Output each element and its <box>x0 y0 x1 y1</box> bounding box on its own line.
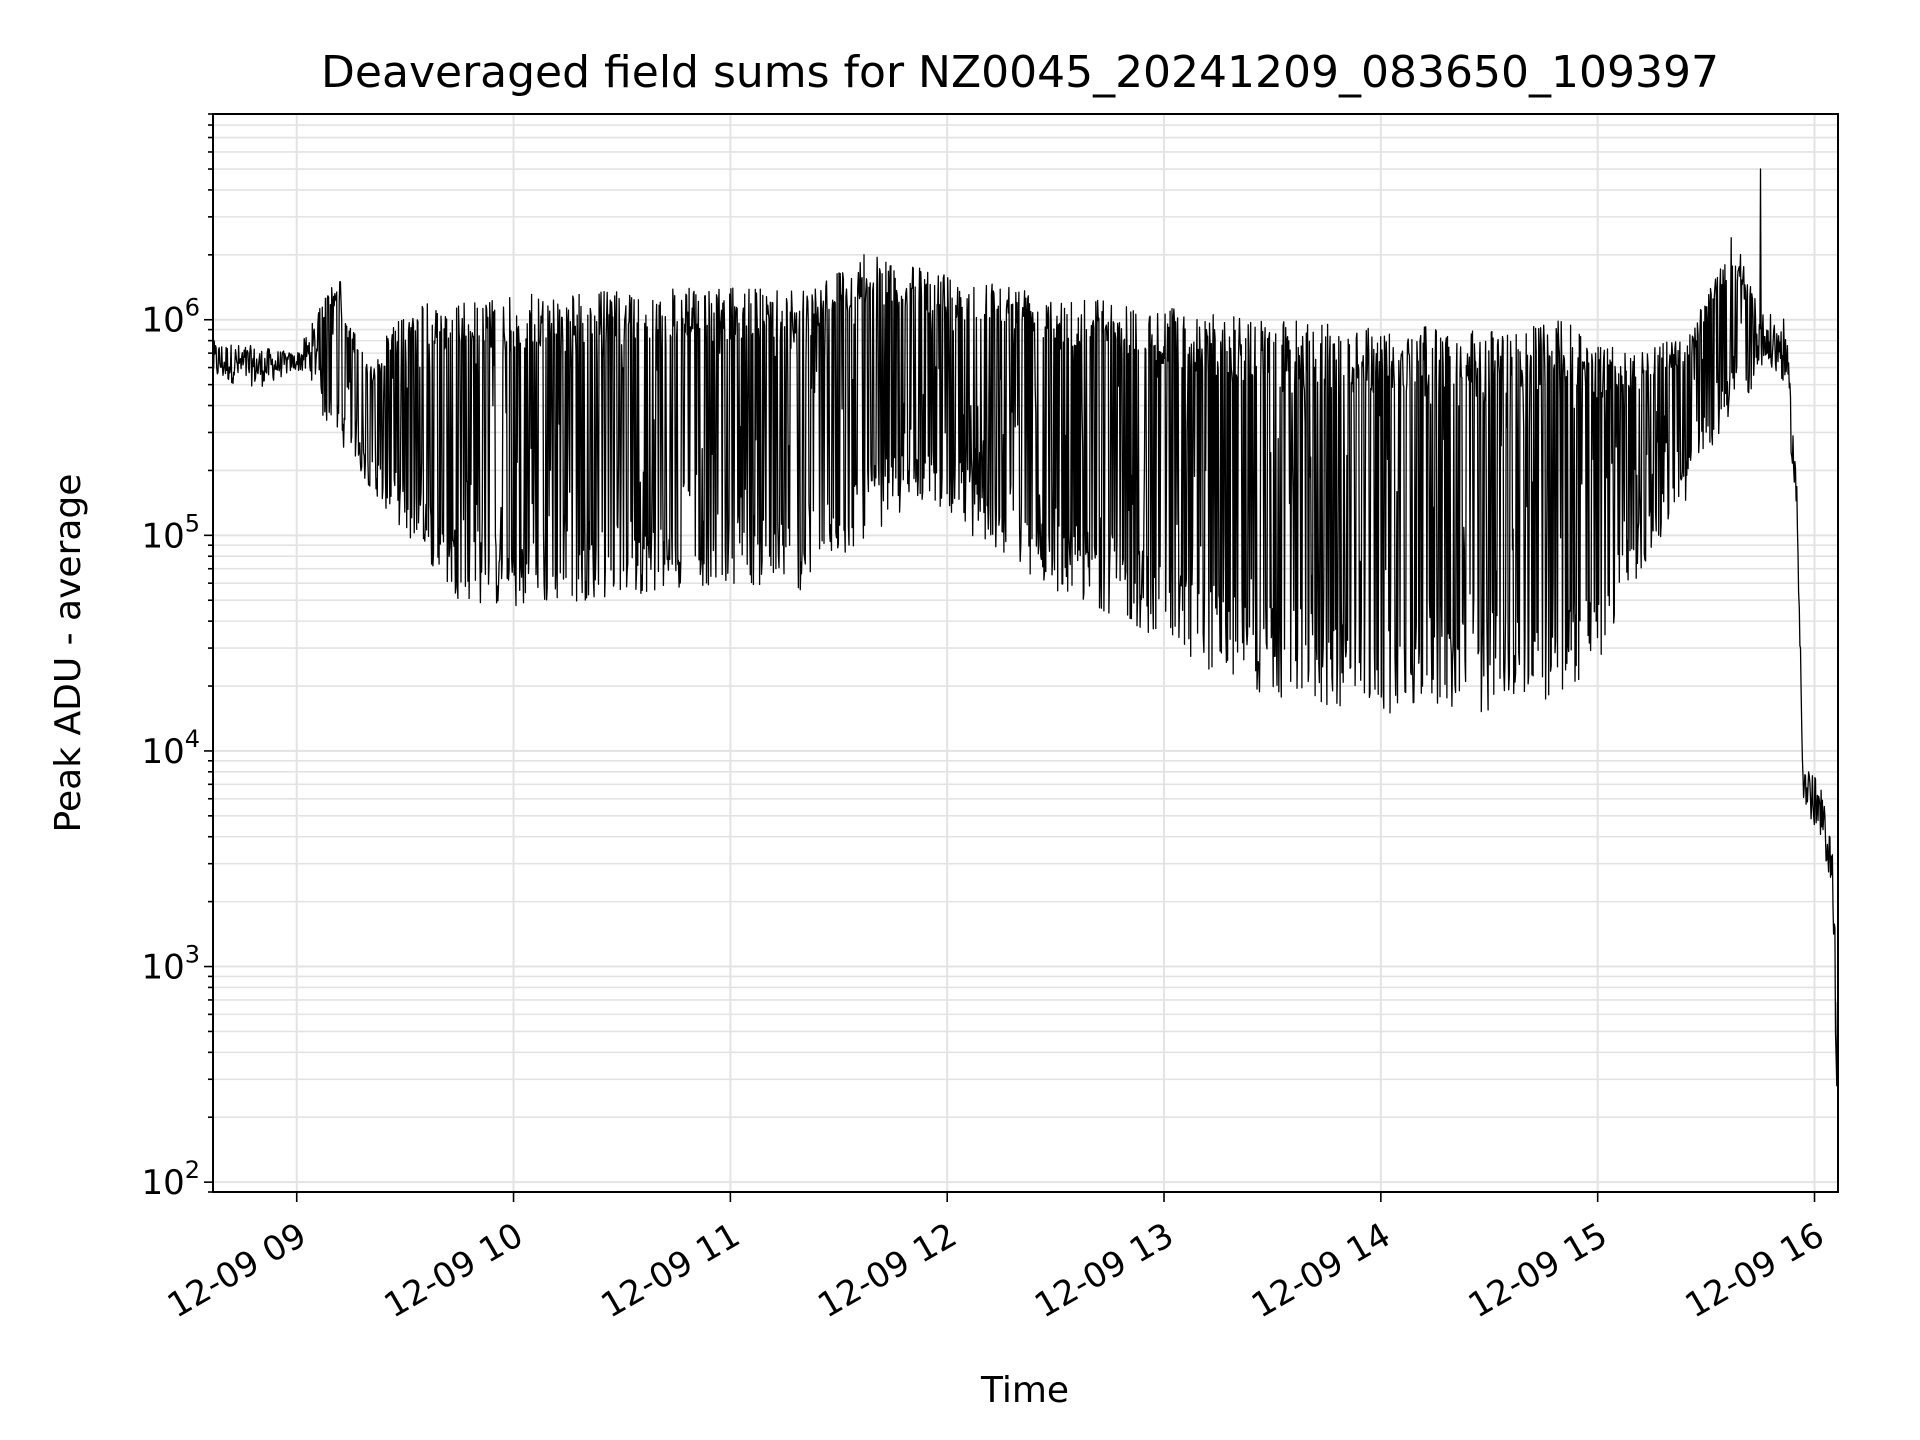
y-tick-label: 106 <box>141 294 200 341</box>
series-line <box>212 168 1839 1153</box>
y-axis-title: Peak ADU - average <box>48 474 89 833</box>
grid <box>213 113 1838 1193</box>
series-group <box>212 168 1839 1153</box>
y-tick-label: 105 <box>141 509 200 556</box>
x-axis-title: Time <box>980 1370 1069 1411</box>
y-tick-label-base: 10 <box>141 1163 184 1203</box>
y-tick-label: 102 <box>141 1156 200 1203</box>
chart-title: Deaveraged field sums for NZ0045_2024120… <box>321 47 1719 98</box>
y-tick-label-exponent: 6 <box>185 294 200 322</box>
y-tick-label-exponent: 2 <box>185 1156 200 1184</box>
y-tick-label-exponent: 3 <box>185 941 200 969</box>
y-tick-label: 104 <box>141 725 200 772</box>
y-tick-label-exponent: 4 <box>185 725 200 753</box>
y-tick-label-exponent: 5 <box>185 509 200 537</box>
y-tick-label-base: 10 <box>141 301 184 341</box>
y-tick-label-base: 10 <box>141 732 184 772</box>
y-tick-label-base: 10 <box>141 948 184 988</box>
y-tick-label: 103 <box>141 941 200 988</box>
y-tick-label-base: 10 <box>141 516 184 556</box>
plot-frame <box>212 113 1839 1193</box>
